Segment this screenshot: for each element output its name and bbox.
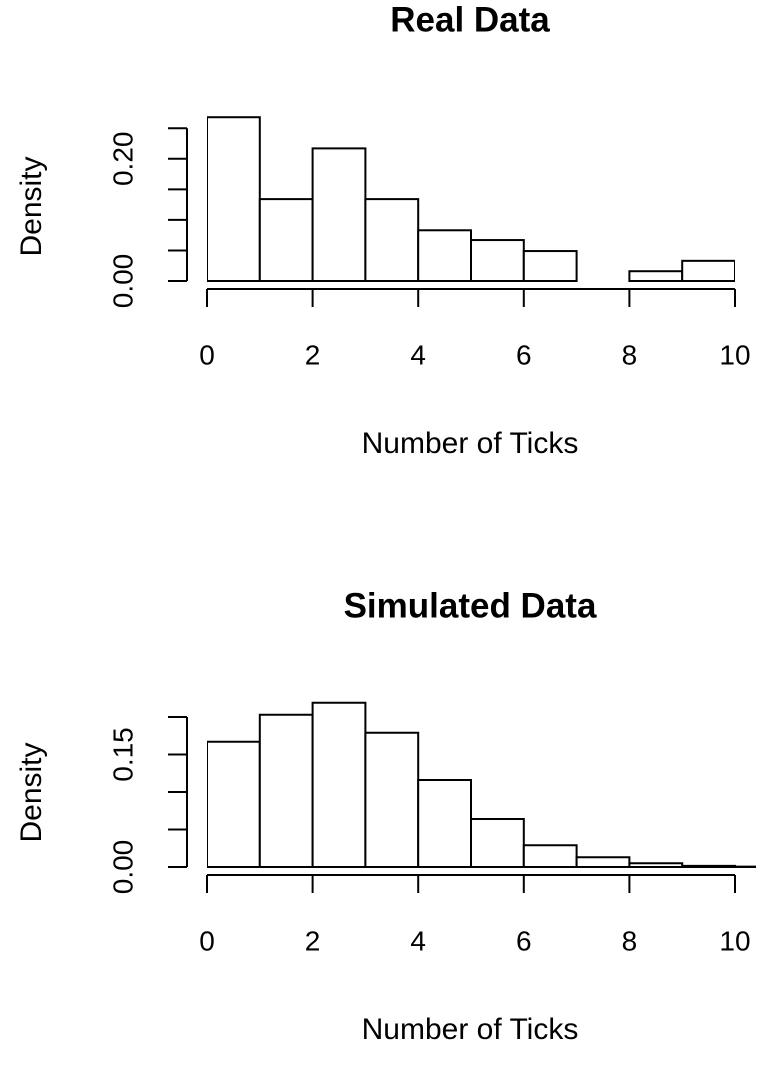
y-tick-label: 0.00	[107, 254, 138, 309]
bars	[207, 116, 735, 283]
x-tick-label: 4	[410, 925, 426, 956]
bar	[364, 731, 420, 868]
y-tick-label: 0.00	[107, 840, 138, 895]
bar	[681, 864, 737, 868]
bar	[417, 229, 473, 282]
x-axis-label: Number of Ticks	[362, 1013, 579, 1046]
bar	[311, 701, 367, 868]
x-tick-label: 6	[516, 925, 532, 956]
bar	[522, 844, 578, 868]
bar	[417, 779, 473, 868]
chart-title: Simulated Data	[344, 586, 597, 625]
x-tick-label: 10	[719, 339, 750, 370]
bar	[207, 740, 261, 868]
y-tick-label: 0.20	[107, 132, 138, 187]
bar	[258, 198, 314, 282]
bar	[522, 250, 578, 283]
bar	[575, 856, 631, 868]
bar	[258, 713, 314, 868]
x-tick-label: 6	[516, 339, 532, 370]
x-tick-label: 10	[719, 925, 750, 956]
x-tick-label: 2	[305, 339, 321, 370]
x-tick-label: 0	[199, 339, 215, 370]
bar	[470, 239, 525, 282]
bar	[311, 147, 367, 282]
x-tick-label: 4	[410, 339, 426, 370]
chart-title: Real Data	[390, 0, 550, 39]
bar	[207, 116, 261, 282]
x-tick-label: 2	[305, 925, 321, 956]
x-tick-label: 8	[622, 339, 638, 370]
bars	[207, 701, 756, 868]
bar	[681, 259, 735, 283]
x-axis-label: Number of Ticks	[362, 427, 579, 460]
y-axis-label: Density	[15, 742, 48, 842]
y-tick-label: 0.15	[107, 727, 138, 782]
bar	[628, 270, 684, 283]
y-axis-label: Density	[15, 156, 48, 256]
x-tick-label: 0	[199, 925, 215, 956]
bar	[628, 862, 684, 868]
bar	[364, 198, 420, 282]
x-tick-label: 8	[622, 925, 638, 956]
bar	[470, 818, 525, 868]
